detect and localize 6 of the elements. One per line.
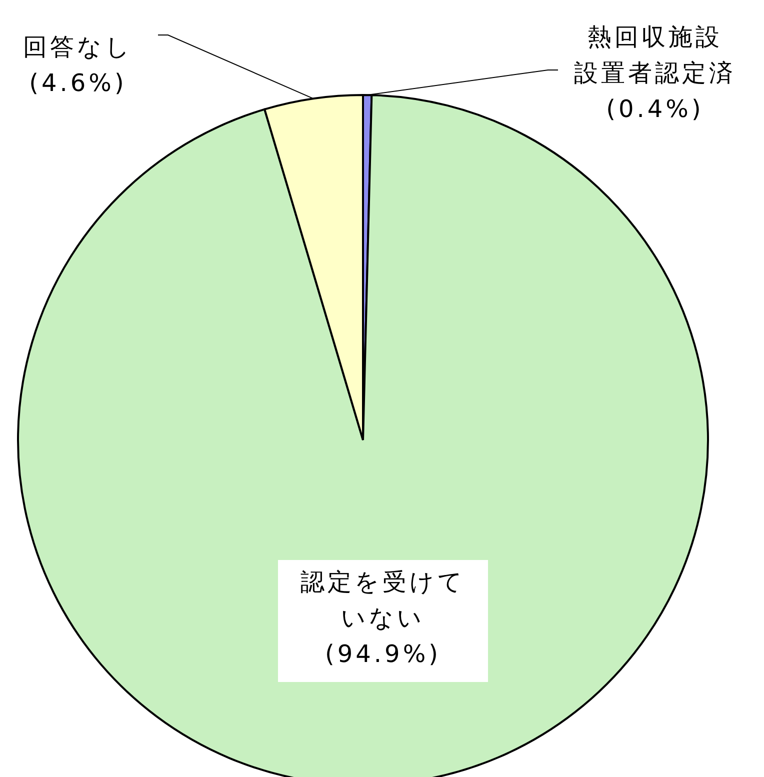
data-label: (4.6%)	[29, 69, 127, 97]
slice-label: 認定を受けていない	[300, 568, 466, 632]
slice-label: 回答なし	[23, 33, 133, 61]
slice-label: 熱回収施設設置者認定済	[574, 23, 736, 87]
data-label: (0.4%)	[606, 95, 704, 123]
data-label: (94.9%)	[325, 640, 441, 668]
